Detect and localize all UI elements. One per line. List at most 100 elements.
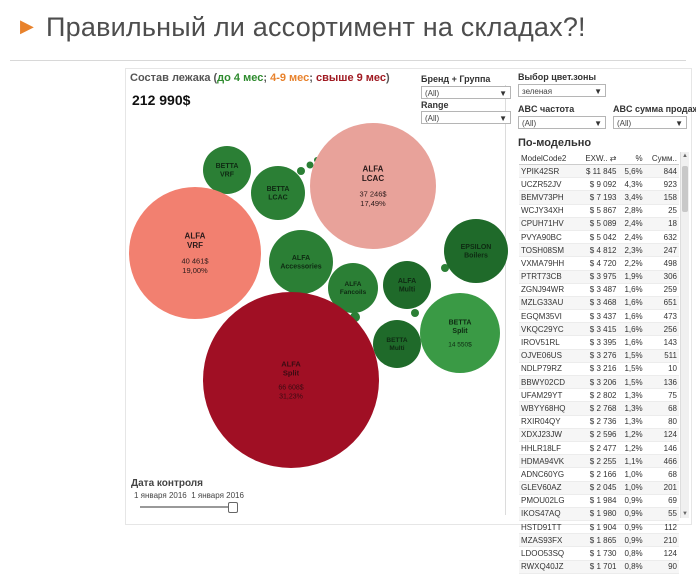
bubble-betta-multi[interactable] — [373, 320, 421, 368]
table-row[interactable]: BBWY02CD $ 3 206 1,5% 136 — [519, 375, 679, 390]
small-bubble[interactable] — [297, 167, 305, 175]
bubble-alfa-split[interactable] — [203, 292, 379, 468]
table-cell: 256 — [644, 322, 679, 337]
bubble-alfa-accessories[interactable] — [269, 230, 333, 294]
table-scrollbar[interactable]: ▲ ▼ — [680, 152, 689, 518]
table-cell: 1,2% — [618, 441, 645, 456]
bubble-alfa-vrf[interactable] — [129, 187, 261, 319]
table-column-header[interactable]: Сумм.. — [644, 152, 679, 165]
table-row[interactable]: HDMA94VK $ 2 255 1,1% 466 — [519, 454, 679, 469]
filter-abc-freq-select[interactable]: (All) ▼ — [518, 116, 606, 129]
table-row[interactable]: PMOU02LG $ 1 984 0,9% 69 — [519, 494, 679, 508]
bubble-epsilon-boilers[interactable] — [444, 219, 508, 283]
table-cell: $ 11 845 — [577, 164, 619, 179]
scroll-down-icon[interactable]: ▼ — [682, 511, 688, 517]
table-row[interactable]: EGQM35VI $ 3 437 1,6% 473 — [519, 309, 679, 324]
table-cell: 1,9% — [618, 270, 645, 284]
table-cell: 5,6% — [618, 164, 645, 179]
table-cell: IKOS47AQ — [519, 507, 578, 522]
scroll-thumb[interactable] — [682, 166, 688, 212]
bubble-alfa-fancoils[interactable] — [328, 263, 378, 313]
filter-range-select[interactable]: (All) ▼ — [421, 111, 511, 124]
header-sep: ; — [309, 72, 316, 84]
bubble-betta-lcac[interactable] — [251, 166, 305, 220]
table-row[interactable]: IROV51RL $ 3 395 1,6% 143 — [519, 335, 679, 350]
table-row[interactable]: VXMA79HH $ 4 720 2,2% 498 — [519, 256, 679, 271]
table-column-header[interactable]: EXW.. ⇄ — [577, 152, 619, 165]
filter-brand-group-select[interactable]: (All) ▼ — [421, 86, 511, 99]
table-row[interactable]: HSTD91TT $ 1 904 0,9% 112 — [519, 520, 679, 535]
table-row[interactable]: RXIR04QY $ 2 736 1,3% 80 — [519, 415, 679, 429]
model-table-title: По-модельно — [518, 137, 592, 149]
table-cell: ZGNJ94WR — [519, 283, 578, 297]
scroll-up-icon[interactable]: ▲ — [682, 153, 688, 159]
table-cell: 844 — [644, 164, 679, 179]
table-column-header[interactable]: ModelCode2 — [519, 152, 578, 165]
table-cell: 0,8% — [618, 560, 645, 574]
table-cell: 651 — [644, 296, 679, 311]
table-cell: $ 2 166 — [577, 467, 619, 482]
table-cell: $ 1 980 — [577, 507, 619, 522]
dashboard-frame — [125, 68, 692, 525]
table-row[interactable]: XDXJ23JW $ 2 596 1,2% 124 — [519, 428, 679, 442]
header-sep: ; — [263, 72, 271, 84]
table-row[interactable]: TOSH08SM $ 4 812 2,3% 247 — [519, 243, 679, 258]
table-row[interactable]: OJVE06US $ 3 276 1,5% 511 — [519, 349, 679, 363]
table-row[interactable]: ZGNJ94WR $ 3 487 1,6% 259 — [519, 283, 679, 297]
table-row[interactable]: GLEV60AZ $ 2 045 1,0% 201 — [519, 481, 679, 495]
bubble-alfa-lcac[interactable] — [310, 123, 436, 249]
table-row[interactable]: BEMV73PH $ 7 193 3,4% 158 — [519, 190, 679, 205]
table-row[interactable]: NDLP79RZ $ 3 216 1,5% 10 — [519, 362, 679, 377]
table-row[interactable]: UFAM29YT $ 2 802 1,3% 75 — [519, 388, 679, 403]
table-cell: RWXQ40JZ — [519, 560, 578, 574]
small-bubble[interactable] — [441, 264, 449, 272]
table-cell: 18 — [644, 217, 679, 231]
table-cell: $ 4 812 — [577, 243, 619, 258]
small-bubble[interactable] — [306, 161, 314, 169]
table-cell: HHLR18LF — [519, 441, 578, 456]
select-value: (All) — [522, 119, 537, 128]
bubble-alfa-multi[interactable] — [383, 261, 431, 309]
table-cell: $ 2 045 — [577, 481, 619, 495]
dropdown-arrow-icon: ▼ — [675, 119, 683, 128]
table-row[interactable]: WBYY68HQ $ 2 768 1,3% 68 — [519, 401, 679, 416]
date-slider-track[interactable] — [140, 506, 236, 508]
table-cell: TOSH08SM — [519, 243, 578, 258]
table-row[interactable]: HHLR18LF $ 2 477 1,2% 146 — [519, 441, 679, 456]
table-row[interactable]: CPUH71HV $ 5 089 2,4% 18 — [519, 217, 679, 231]
table-row[interactable]: PTRT73CB $ 3 975 1,9% 306 — [519, 270, 679, 284]
filter-abc-sum-select[interactable]: (All) ▼ — [613, 116, 687, 129]
table-column-header[interactable]: % — [618, 152, 645, 165]
table-row[interactable]: VKQC29YC $ 3 415 1,6% 256 — [519, 322, 679, 337]
filter-abc-sum-label: ABC сумма продаж — [613, 104, 696, 114]
select-value: (All) — [425, 114, 440, 123]
table-cell: 2,3% — [618, 243, 645, 258]
table-cell: 306 — [644, 270, 679, 284]
table-row[interactable]: UCZR52JV $ 9 092 4,3% 923 — [519, 177, 679, 192]
small-bubble[interactable] — [411, 309, 419, 317]
table-row[interactable]: IKOS47AQ $ 1 980 0,9% 55 — [519, 507, 679, 522]
table-row[interactable]: ADNC60YG $ 2 166 1,0% 68 — [519, 467, 679, 482]
table-cell: 1,5% — [618, 375, 645, 390]
table-row[interactable]: PVYA90BC $ 5 042 2,4% 632 — [519, 230, 679, 245]
bubble-betta-vrf[interactable] — [203, 146, 251, 194]
table-cell: 1,5% — [618, 349, 645, 363]
table-cell: $ 3 395 — [577, 335, 619, 350]
filter-color-zone-select[interactable]: зеленая ▼ — [518, 84, 606, 97]
table-cell: 68 — [644, 401, 679, 416]
table-row[interactable]: RWXQ40JZ $ 1 701 0,8% 90 — [519, 560, 679, 574]
table-cell: HDMA94VK — [519, 454, 578, 469]
table-cell: 90 — [644, 560, 679, 574]
date-slider-handle[interactable] — [228, 502, 238, 513]
table-row[interactable]: WCJY34XH $ 5 867 2,8% 25 — [519, 204, 679, 218]
table-row[interactable]: LDOO53SQ $ 1 730 0,8% 124 — [519, 546, 679, 561]
table-cell: 146 — [644, 441, 679, 456]
table-cell: 10 — [644, 362, 679, 377]
table-row[interactable]: YPIK42SR $ 11 845 5,6% 844 — [519, 164, 679, 179]
bubble-betta-split[interactable] — [420, 293, 500, 373]
table-cell: $ 5 042 — [577, 230, 619, 245]
table-cell: HSTD91TT — [519, 520, 578, 535]
table-cell: 112 — [644, 520, 679, 535]
date-control-values: 1 января 2016 1 января 2016 — [134, 491, 244, 500]
table-row[interactable]: MZLG33AU $ 3 468 1,6% 651 — [519, 296, 679, 311]
